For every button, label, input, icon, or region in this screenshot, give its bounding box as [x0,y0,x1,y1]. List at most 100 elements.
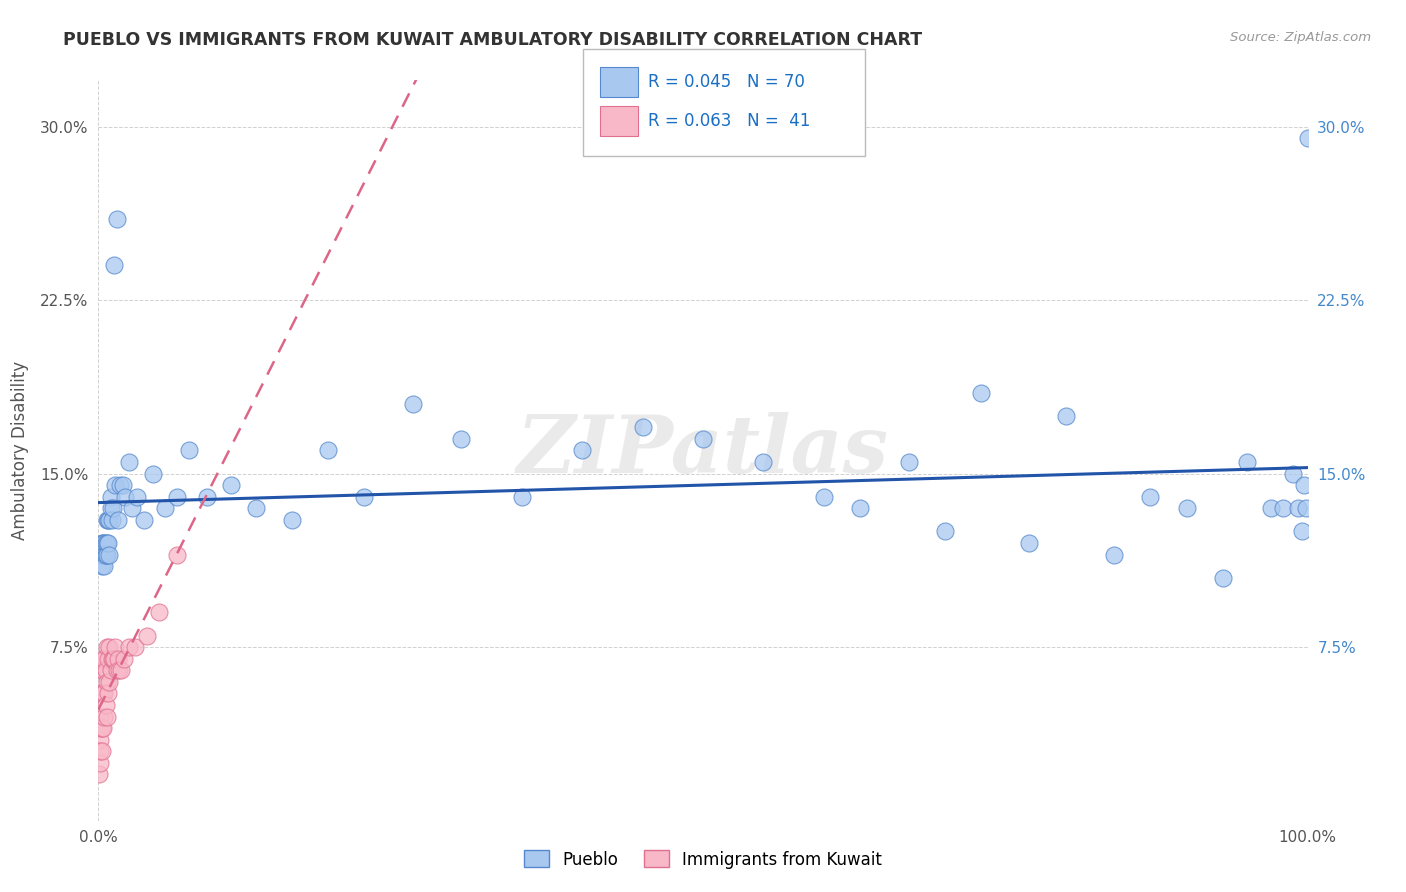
Point [142,467,165,481]
Point [281,513,304,527]
Point [100,490,122,504]
Point [94,663,117,677]
Point [1282,467,1305,481]
Point [96,513,118,527]
Point [1054,409,1077,423]
Point [101,651,124,665]
Point [91,559,114,574]
Point [108,663,131,677]
Point [127,490,149,504]
Point [98,548,121,562]
Point [316,443,339,458]
Point [91,721,114,735]
Point [631,420,654,434]
Point [813,490,835,504]
Point [1272,501,1295,516]
Point [89,709,111,723]
Point [100,513,122,527]
Point [571,443,593,458]
Point [100,501,122,516]
Point [98,513,121,527]
Point [849,501,872,516]
Point [94,548,117,562]
Text: Source: ZipAtlas.com: Source: ZipAtlas.com [1230,31,1371,45]
Point [91,536,114,550]
Point [1018,536,1040,550]
Point [93,686,115,700]
Point [1236,455,1258,469]
Point [100,651,122,665]
Point [97,651,120,665]
Point [970,385,993,400]
Point [94,698,117,712]
Point [510,490,533,504]
Point [353,490,375,504]
Point [87,767,110,781]
Point [89,756,111,770]
Point [195,490,218,504]
Point [96,548,118,562]
Point [97,513,120,527]
Point [94,536,117,550]
Point [98,674,121,689]
Point [91,548,114,562]
Point [101,501,124,516]
Point [118,455,141,469]
Point [96,536,118,550]
Point [179,443,201,458]
Point [93,548,115,562]
Point [96,674,118,689]
Point [1286,501,1309,516]
Point [97,686,120,700]
Point [114,490,136,504]
Point [103,259,125,273]
Point [89,744,111,758]
Y-axis label: Ambulatory Disability: Ambulatory Disability [11,361,30,540]
Point [94,548,117,562]
Point [112,651,135,665]
Point [166,490,188,504]
Point [93,536,115,550]
Point [148,606,170,620]
Point [1175,501,1198,516]
Point [897,455,920,469]
Text: PUEBLO VS IMMIGRANTS FROM KUWAIT AMBULATORY DISABILITY CORRELATION CHART: PUEBLO VS IMMIGRANTS FROM KUWAIT AMBULAT… [63,31,922,49]
Point [90,686,112,700]
Point [1292,478,1315,492]
Point [104,478,127,492]
Text: R = 0.045   N = 70: R = 0.045 N = 70 [648,73,806,91]
Point [1260,501,1282,516]
Point [402,397,425,411]
Point [752,455,775,469]
Point [93,651,115,665]
Point [110,663,132,677]
Point [1102,548,1125,562]
Point [692,432,714,446]
Point [105,663,128,677]
Point [111,478,134,492]
Point [93,709,115,723]
Point [1296,131,1319,145]
Point [91,721,114,735]
Point [153,501,176,516]
Point [221,478,243,492]
Point [93,559,115,574]
Point [103,651,125,665]
Point [1139,490,1161,504]
Point [934,524,956,539]
Point [90,721,112,735]
Point [450,432,472,446]
Point [135,628,157,642]
Point [124,640,146,654]
Legend: Pueblo, Immigrants from Kuwait: Pueblo, Immigrants from Kuwait [517,844,889,875]
Point [1212,571,1234,585]
Point [107,513,129,527]
Point [91,744,114,758]
Point [91,651,114,665]
Point [100,663,122,677]
Point [91,686,114,700]
Point [166,548,188,562]
Point [96,709,118,723]
Point [97,536,120,550]
Point [89,732,111,747]
